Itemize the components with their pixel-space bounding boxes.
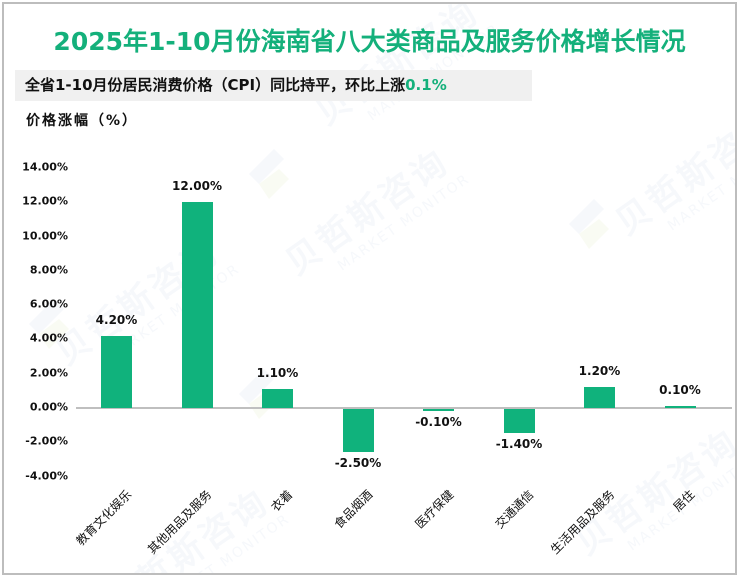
- x-category-label: 生活用品及服务: [547, 487, 617, 557]
- bar: [584, 387, 615, 408]
- bar: [342, 409, 374, 452]
- y-tick-label: 0.00%: [29, 400, 68, 414]
- x-category-label: 居住: [670, 487, 698, 515]
- watermark: 贝哲斯咨询 MARKET MONITOR: [48, 231, 244, 374]
- chart-title: 2025年1-10月份海南省八大类商品及服务价格增长情况: [53, 27, 686, 56]
- watermark: 贝哲斯咨询 MARKET MONITOR: [608, 101, 737, 244]
- bar-value-label: -2.50%: [334, 455, 382, 470]
- bar: [503, 409, 535, 433]
- x-axis-line: [76, 407, 732, 409]
- y-tick-label: 6.00%: [29, 297, 68, 311]
- bar-value-label: 1.20%: [578, 364, 621, 379]
- y-tick-label: -2.00%: [25, 434, 68, 448]
- bar-value-label: 0.10%: [659, 383, 701, 398]
- y-tick-label: 14.00%: [22, 160, 68, 174]
- y-axis-label: 价格涨幅（%）: [26, 113, 139, 129]
- y-tick-label: -4.00%: [25, 469, 68, 483]
- y-tick-label: 12.00%: [22, 194, 68, 208]
- x-category-label: 教育文化娱乐: [73, 487, 134, 549]
- watermark: 贝哲斯咨询 MARKET MONITOR: [278, 141, 474, 284]
- watermark-logo-icon: [249, 149, 289, 199]
- bar-value-label: 12.00%: [172, 179, 222, 194]
- watermark: 贝哲斯咨询 MARKET MONITOR: [568, 421, 737, 564]
- bar-value-label: 4.20%: [95, 312, 138, 327]
- y-tick-label: 8.00%: [29, 263, 68, 277]
- bar-value-label: 1.10%: [256, 366, 299, 381]
- bar: [423, 409, 454, 411]
- subtitle-text: 全省1-10月份居民消费价格（CPI）同比持平，环比上涨: [25, 76, 406, 94]
- bar: [664, 406, 696, 408]
- bar: [181, 202, 213, 408]
- x-category-label: 交通通信: [492, 487, 537, 532]
- y-tick-label: 2.00%: [29, 366, 68, 380]
- bar-value-label: -0.10%: [415, 414, 462, 429]
- x-category-label: 医疗保健: [411, 487, 456, 532]
- x-category-label: 其他用品及服务: [145, 487, 215, 557]
- subtitle-accent-value: 0.1%: [405, 76, 447, 94]
- x-category-label: 食品烟酒: [331, 487, 376, 532]
- y-tick-label: 4.00%: [29, 331, 68, 345]
- bar: [262, 389, 293, 408]
- bar-value-label: -1.40%: [495, 437, 543, 451]
- bar: [101, 335, 132, 408]
- x-category-label: 衣着: [267, 487, 295, 515]
- y-tick-label: 10.00%: [22, 229, 68, 242]
- chart-subtitle: 全省1-10月份居民消费价格（CPI）同比持平，环比上涨0.1%: [15, 70, 532, 101]
- watermark-logo-icon: [569, 199, 609, 249]
